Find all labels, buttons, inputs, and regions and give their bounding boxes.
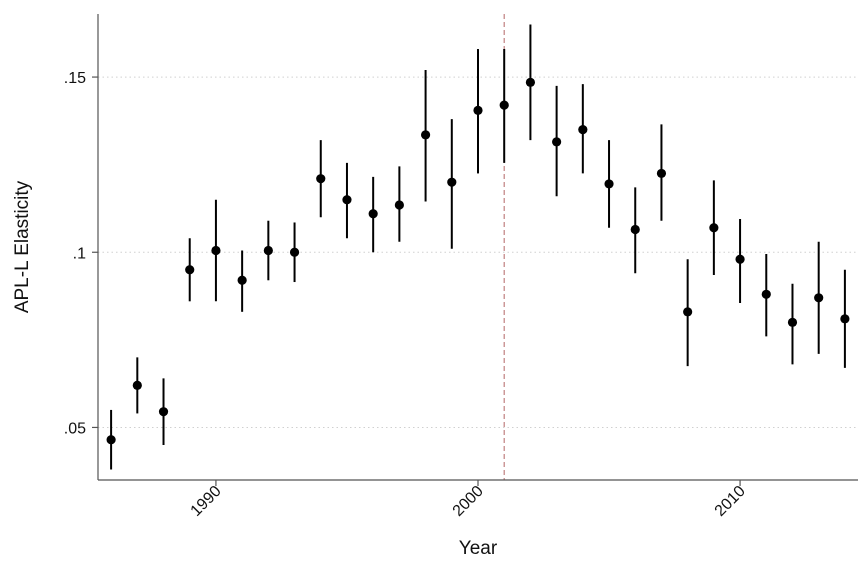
y-axis-title: APL-L Elasticity — [12, 180, 33, 313]
data-point — [289, 247, 300, 257]
x-tick-label: 2000 — [450, 483, 487, 520]
data-points — [106, 24, 850, 470]
y-tick-label: .1 — [73, 245, 86, 262]
data-point — [683, 307, 693, 317]
data-point — [447, 177, 457, 187]
grid-lines — [98, 76, 858, 428]
data-point — [394, 200, 404, 210]
data-point — [342, 195, 352, 205]
data-point — [106, 435, 116, 445]
data-point — [263, 245, 273, 256]
data-point — [237, 275, 247, 285]
data-point — [578, 125, 588, 135]
data-point — [211, 245, 221, 256]
y-tick-label: .15 — [64, 70, 86, 87]
data-point — [499, 100, 509, 110]
y-ticks: .05 .1 .15 — [64, 70, 98, 437]
data-point — [316, 174, 326, 184]
data-point — [709, 223, 719, 233]
data-point — [132, 380, 142, 390]
data-point — [552, 137, 562, 147]
data-point — [735, 254, 745, 264]
x-axis-title: Year — [459, 538, 498, 559]
data-point — [630, 224, 640, 235]
data-point — [787, 317, 798, 327]
data-point — [185, 265, 195, 275]
data-point — [814, 293, 824, 303]
data-point — [525, 77, 536, 87]
data-point — [604, 179, 614, 189]
x-tick-label: 1990 — [188, 483, 225, 520]
data-point — [656, 168, 667, 179]
data-point — [761, 289, 771, 299]
data-point — [368, 209, 378, 219]
x-ticks: 1990 2000 2010 — [188, 480, 749, 520]
data-point — [473, 105, 483, 115]
x-tick-label: 2010 — [712, 483, 749, 520]
data-point — [840, 314, 850, 324]
y-tick-label: .05 — [64, 420, 86, 437]
data-point — [420, 130, 431, 140]
data-point — [158, 407, 169, 417]
